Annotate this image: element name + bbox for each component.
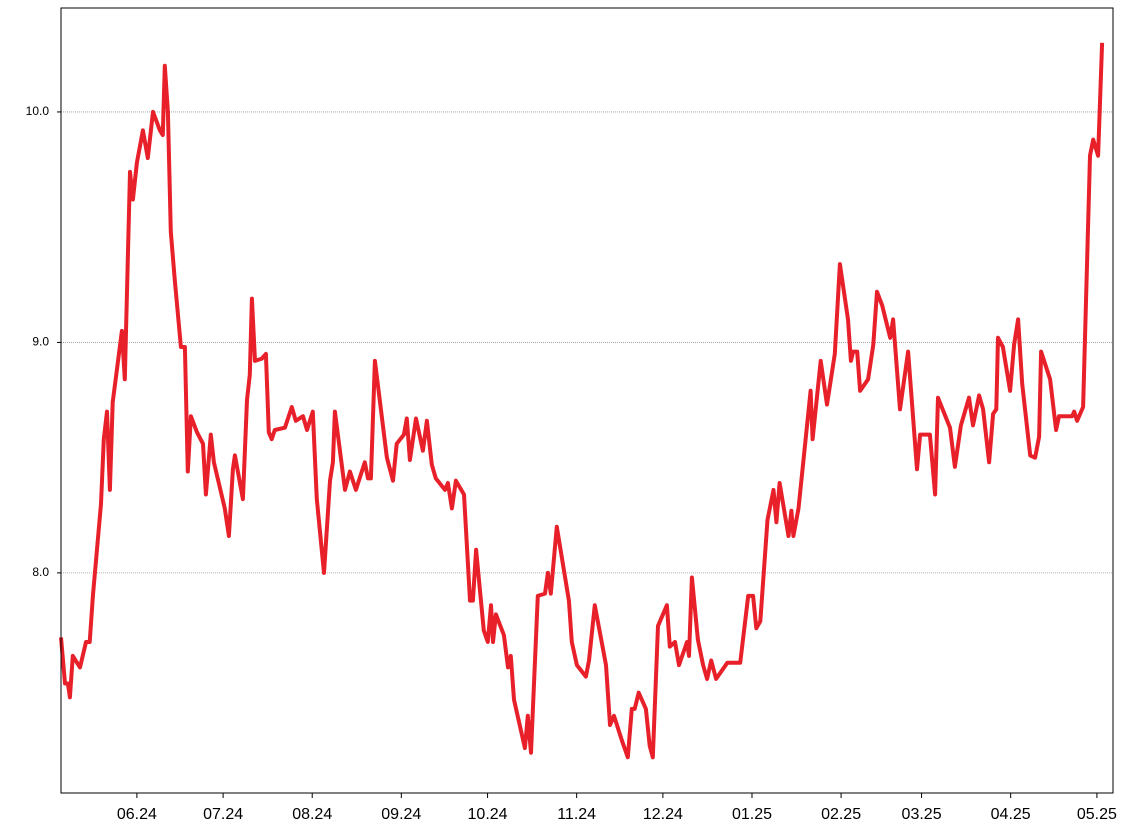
- x-tick-label: 08.24: [292, 806, 332, 823]
- x-tick-label: 10.24: [468, 806, 508, 823]
- x-tick-label: 04.25: [991, 806, 1031, 823]
- y-tick-label: 9.0: [32, 335, 49, 349]
- plot-frame: [60, 7, 1114, 794]
- x-tick-label: 09.24: [381, 806, 421, 823]
- x-tick-label: 03.25: [902, 806, 942, 823]
- x-tick-label: 02.25: [821, 806, 861, 823]
- y-tick-label: 10.0: [26, 104, 50, 118]
- x-tick-label: 07.24: [203, 806, 243, 823]
- x-tick-label: 11.24: [557, 806, 596, 823]
- x-tick-label: 06.24: [117, 806, 157, 823]
- y-tick-label: 8.0: [32, 565, 49, 579]
- data-line: [59, 42, 1105, 760]
- x-tick-label: 12.24: [643, 806, 683, 823]
- x-tick-label: 05.25: [1077, 806, 1117, 823]
- x-tick-label: 01.25: [732, 806, 772, 823]
